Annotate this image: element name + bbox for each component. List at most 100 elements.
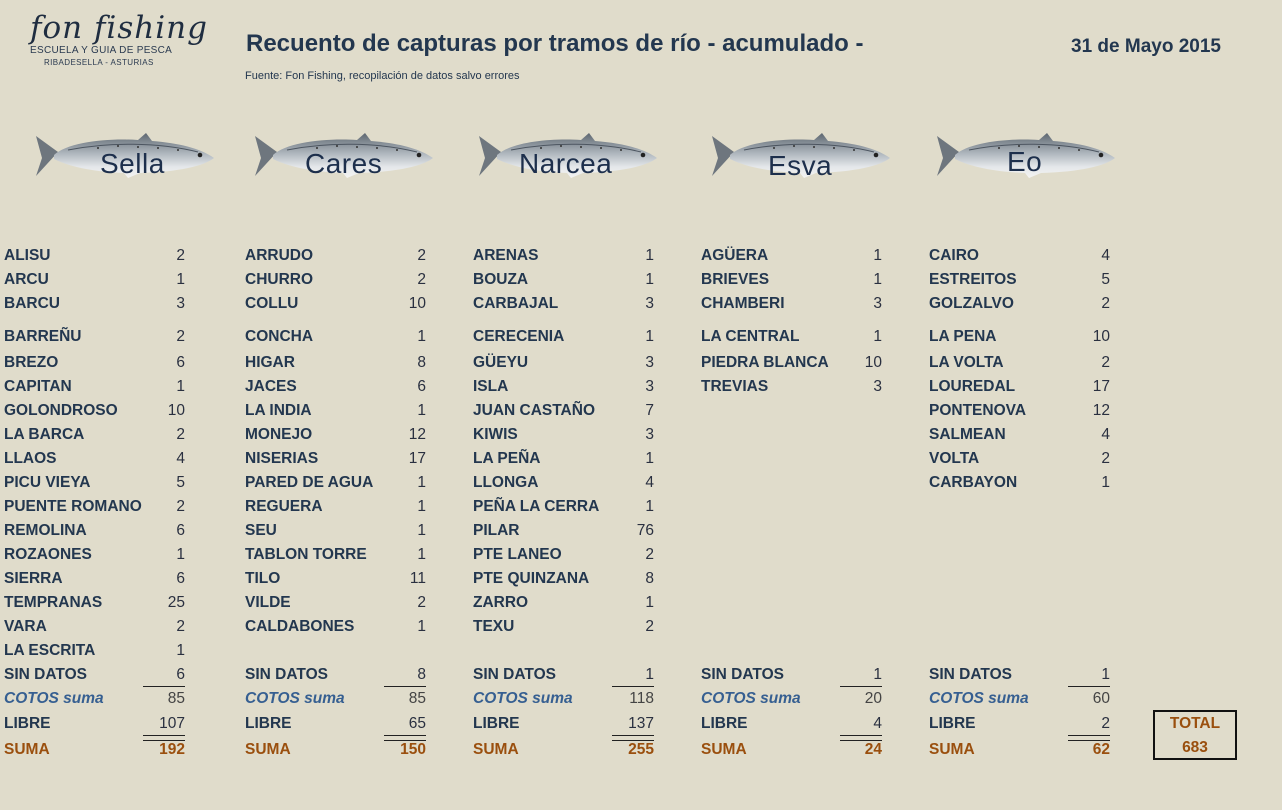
sin-datos-label: SIN DATOS [929,666,1012,683]
sin-datos-value: 1 [873,666,882,683]
tramo-count: 76 [636,522,654,539]
tramo-count: 1 [645,498,654,515]
tramo-count: 7 [645,402,654,419]
tramo-count: 1 [176,378,185,395]
tramo-count: 2 [176,247,185,264]
subtotal-rule [384,686,426,687]
tramo-name: NISERIAS [245,450,319,467]
tramo-count: 12 [408,426,426,443]
tramo-count: 6 [176,570,185,587]
tramo-name: GOLONDROSO [4,402,118,419]
tramo-name: LA CENTRAL [701,328,800,345]
suma-label: SUMA [473,741,519,758]
tramo-name: PIEDRA BLANCA [701,354,829,371]
tramo-name: CARBAYON [929,474,1018,491]
total-value: 683 [1182,739,1208,756]
tramo-name: ARCU [4,271,49,288]
libre-label: LIBRE [245,715,292,732]
tramo-count: 5 [176,474,185,491]
logo-tagline: ESCUELA Y GUIA DE PESCA [30,45,173,56]
tramo-count: 1 [417,546,426,563]
total-label: TOTAL [1169,715,1221,732]
tramo-count: 1 [176,642,185,659]
tramo-name: COLLU [245,295,299,312]
tramo-name: LA BARCA [4,426,85,443]
tramo-count: 4 [176,450,185,467]
tramo-name: LOUREDAL [929,378,1016,395]
libre-value: 137 [628,715,654,732]
tramo-count: 3 [645,426,654,443]
page-title: Recuento de capturas por tramos de río -… [246,30,864,57]
sin-datos-label: SIN DATOS [701,666,784,683]
tramo-count: 1 [645,271,654,288]
tramo-name: VARA [4,618,47,635]
tramo-name: JUAN CASTAÑO [473,402,595,419]
tramo-count: 2 [645,618,654,635]
cotos-suma-value: 20 [864,690,882,707]
tramo-name: CALDABONES [245,618,355,635]
cotos-suma-value: 85 [167,690,185,707]
tramo-count: 1 [417,522,426,539]
sin-datos-value: 6 [176,666,185,683]
subtotal-rule [143,686,185,687]
tramo-count: 17 [408,450,426,467]
tramo-count: 1 [645,328,654,345]
tramo-name: LA INDIA [245,402,312,419]
cotos-suma-label: COTOS suma [929,690,1029,707]
tramo-name: BOUZA [473,271,529,288]
tramo-name: PTE QUINZANA [473,570,590,587]
cotos-suma-label: COTOS suma [245,690,345,707]
tramo-name: PARED DE AGUA [245,474,374,491]
tramo-name: MONEJO [245,426,313,443]
tramo-count: 1 [873,271,882,288]
tramo-count: 1 [417,328,426,345]
river-name: Esva [768,150,833,181]
tramo-count: 3 [645,378,654,395]
report-date: 31 de Mayo 2015 [1071,36,1221,57]
tramo-name: PONTENOVA [929,402,1027,419]
total-double-rule [612,735,654,741]
sin-datos-label: SIN DATOS [4,666,87,683]
tramo-count: 25 [167,594,185,611]
tramo-count: 3 [873,295,882,312]
tramo-name: LLONGA [473,474,539,491]
tramo-count: 8 [417,354,426,371]
tramo-name: PUENTE ROMANO [4,498,142,515]
tramo-name: LA PENA [929,328,997,345]
libre-label: LIBRE [701,715,748,732]
tramo-name: ISLA [473,378,509,395]
suma-label: SUMA [929,741,975,758]
tramo-name: CHURRO [245,271,314,288]
tramo-name: BRIEVES [701,271,770,288]
tramo-count: 2 [176,426,185,443]
tramo-count: 1 [645,450,654,467]
tramo-name: ROZAONES [4,546,92,563]
fish-icon: Eo [929,128,1119,184]
tramo-count: 2 [645,546,654,563]
tramo-count: 2 [176,618,185,635]
tramo-name: AGÜERA [701,247,769,264]
tramo-count: 2 [176,498,185,515]
tramo-count: 2 [176,328,185,345]
tramo-count: 17 [1092,378,1110,395]
tramo-name: LA ESCRITA [4,642,96,659]
tramo-name: REGUERA [245,498,323,515]
tramo-count: 10 [1092,328,1110,345]
total-double-rule [143,735,185,741]
tramo-name: BREZO [4,354,59,371]
tramo-count: 1 [176,271,185,288]
tramo-name: PTE LANEO [473,546,562,563]
libre-label: LIBRE [929,715,976,732]
tramo-count: 4 [1101,247,1110,264]
tramo-name: TREVIAS [701,378,769,395]
suma-value: 150 [400,741,426,758]
tramo-name: ARENAS [473,247,539,264]
tramo-name: SIERRA [4,570,63,587]
tramo-count: 1 [873,247,882,264]
tramo-name: ALISU [4,247,51,264]
tramo-name: LLAOS [4,450,57,467]
tramo-name: REMOLINA [4,522,87,539]
sin-datos-value: 8 [417,666,426,683]
tramo-name: VOLTA [929,450,980,467]
subtotal-rule [840,686,882,687]
